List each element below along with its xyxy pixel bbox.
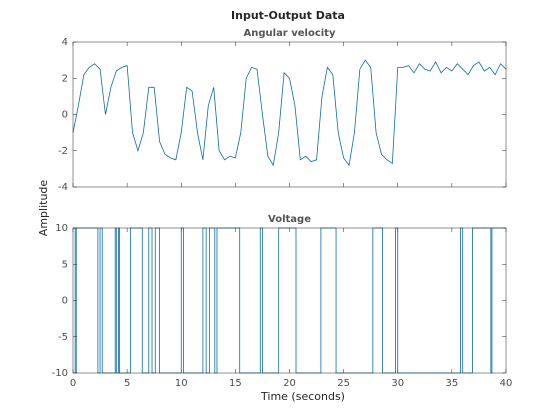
y-tick-label: -4 xyxy=(58,182,68,193)
axes-background xyxy=(73,228,506,373)
y-tick-label: -2 xyxy=(58,146,68,157)
axes-title: Angular velocity xyxy=(244,28,336,39)
figure-title: Input-Output Data xyxy=(231,9,345,22)
y-tick-label: 10 xyxy=(55,223,68,234)
y-tick-label: 4 xyxy=(62,37,68,48)
x-tick-label: 0 xyxy=(70,378,76,389)
y-tick-label: 0 xyxy=(62,110,68,121)
x-tick-label: 30 xyxy=(391,378,404,389)
x-axis-label: Time (seconds) xyxy=(260,390,345,403)
axes-box xyxy=(72,41,507,188)
y-tick-label: 2 xyxy=(62,73,68,84)
axes-title: Voltage xyxy=(268,214,311,225)
y-tick-label: -5 xyxy=(58,332,68,343)
axes-background xyxy=(73,42,506,187)
y-axis-label: Amplitude xyxy=(37,180,50,237)
x-tick-label: 25 xyxy=(337,378,350,389)
x-tick-label: 10 xyxy=(175,378,188,389)
y-tick-label: -10 xyxy=(52,368,68,379)
data-line xyxy=(72,59,507,167)
x-tick-label: 20 xyxy=(283,378,296,389)
y-tick-label: 5 xyxy=(62,259,68,270)
x-tick-label: 5 xyxy=(124,378,130,389)
x-tick-label: 35 xyxy=(446,378,459,389)
x-tick-label: 15 xyxy=(229,378,242,389)
y-tick-label: 0 xyxy=(62,296,68,307)
axes-box xyxy=(72,227,507,374)
x-tick-label: 40 xyxy=(500,378,513,389)
